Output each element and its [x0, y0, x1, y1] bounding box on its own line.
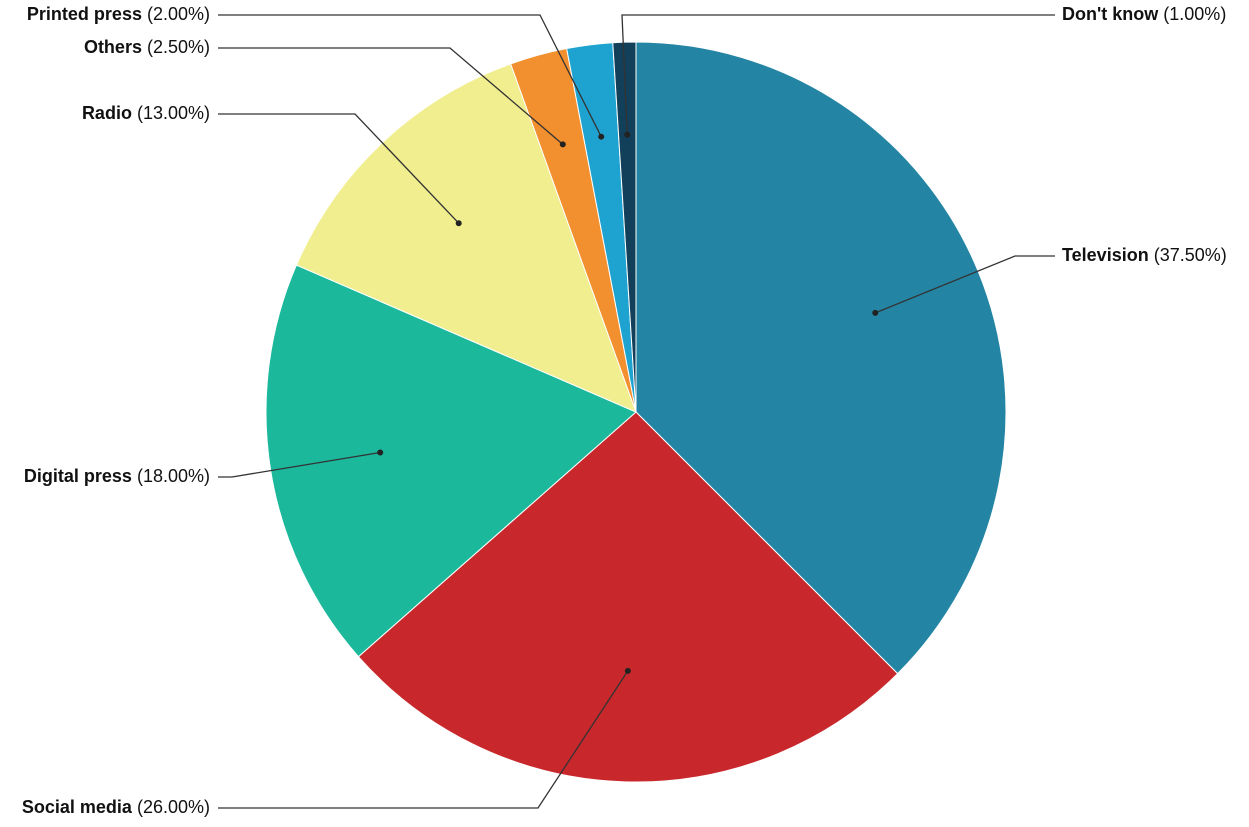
leader-line [621, 14, 1055, 135]
pie-slice [357, 411, 899, 783]
slice-label: Social media (26.00%) [22, 797, 210, 817]
slice-label: Television (37.50%) [1062, 245, 1227, 265]
slice-value: (18.00%) [137, 466, 210, 486]
slice-name: Printed press [27, 4, 142, 24]
leader-line [218, 670, 629, 809]
slice-value: (1.00%) [1163, 4, 1226, 24]
slice-name: Television [1062, 245, 1149, 265]
pie-slice [635, 41, 1007, 675]
pie-slice [265, 264, 637, 658]
leader-line [218, 113, 460, 224]
leader-dot [598, 133, 605, 140]
leader-line [875, 255, 1055, 314]
slice-value: (26.00%) [137, 797, 210, 817]
slice-label: Don't know (1.00%) [1062, 4, 1226, 24]
leader-line [218, 14, 602, 137]
leader-dot [559, 141, 566, 148]
slice-name: Radio [82, 103, 132, 123]
leader-dot [872, 309, 879, 316]
leader-dot [455, 220, 462, 227]
leader-dot [624, 667, 631, 674]
slice-name: Social media [22, 797, 133, 817]
leader-dot [624, 131, 631, 138]
slice-value: (37.50%) [1154, 245, 1227, 265]
slice-label: Radio (13.00%) [82, 103, 210, 123]
slice-name: Digital press [24, 466, 132, 486]
slice-name: Don't know [1062, 4, 1159, 24]
leader-dot [377, 449, 384, 456]
slice-value: (2.50%) [147, 37, 210, 57]
slice-label: Printed press (2.00%) [27, 4, 210, 24]
slice-value: (13.00%) [137, 103, 210, 123]
slice-name: Others [84, 37, 142, 57]
leader-line [218, 451, 381, 478]
slice-label: Digital press (18.00%) [24, 466, 210, 486]
leader-line [218, 47, 564, 145]
slice-label: Others (2.50%) [84, 37, 210, 57]
slice-value: (2.00%) [147, 4, 210, 24]
